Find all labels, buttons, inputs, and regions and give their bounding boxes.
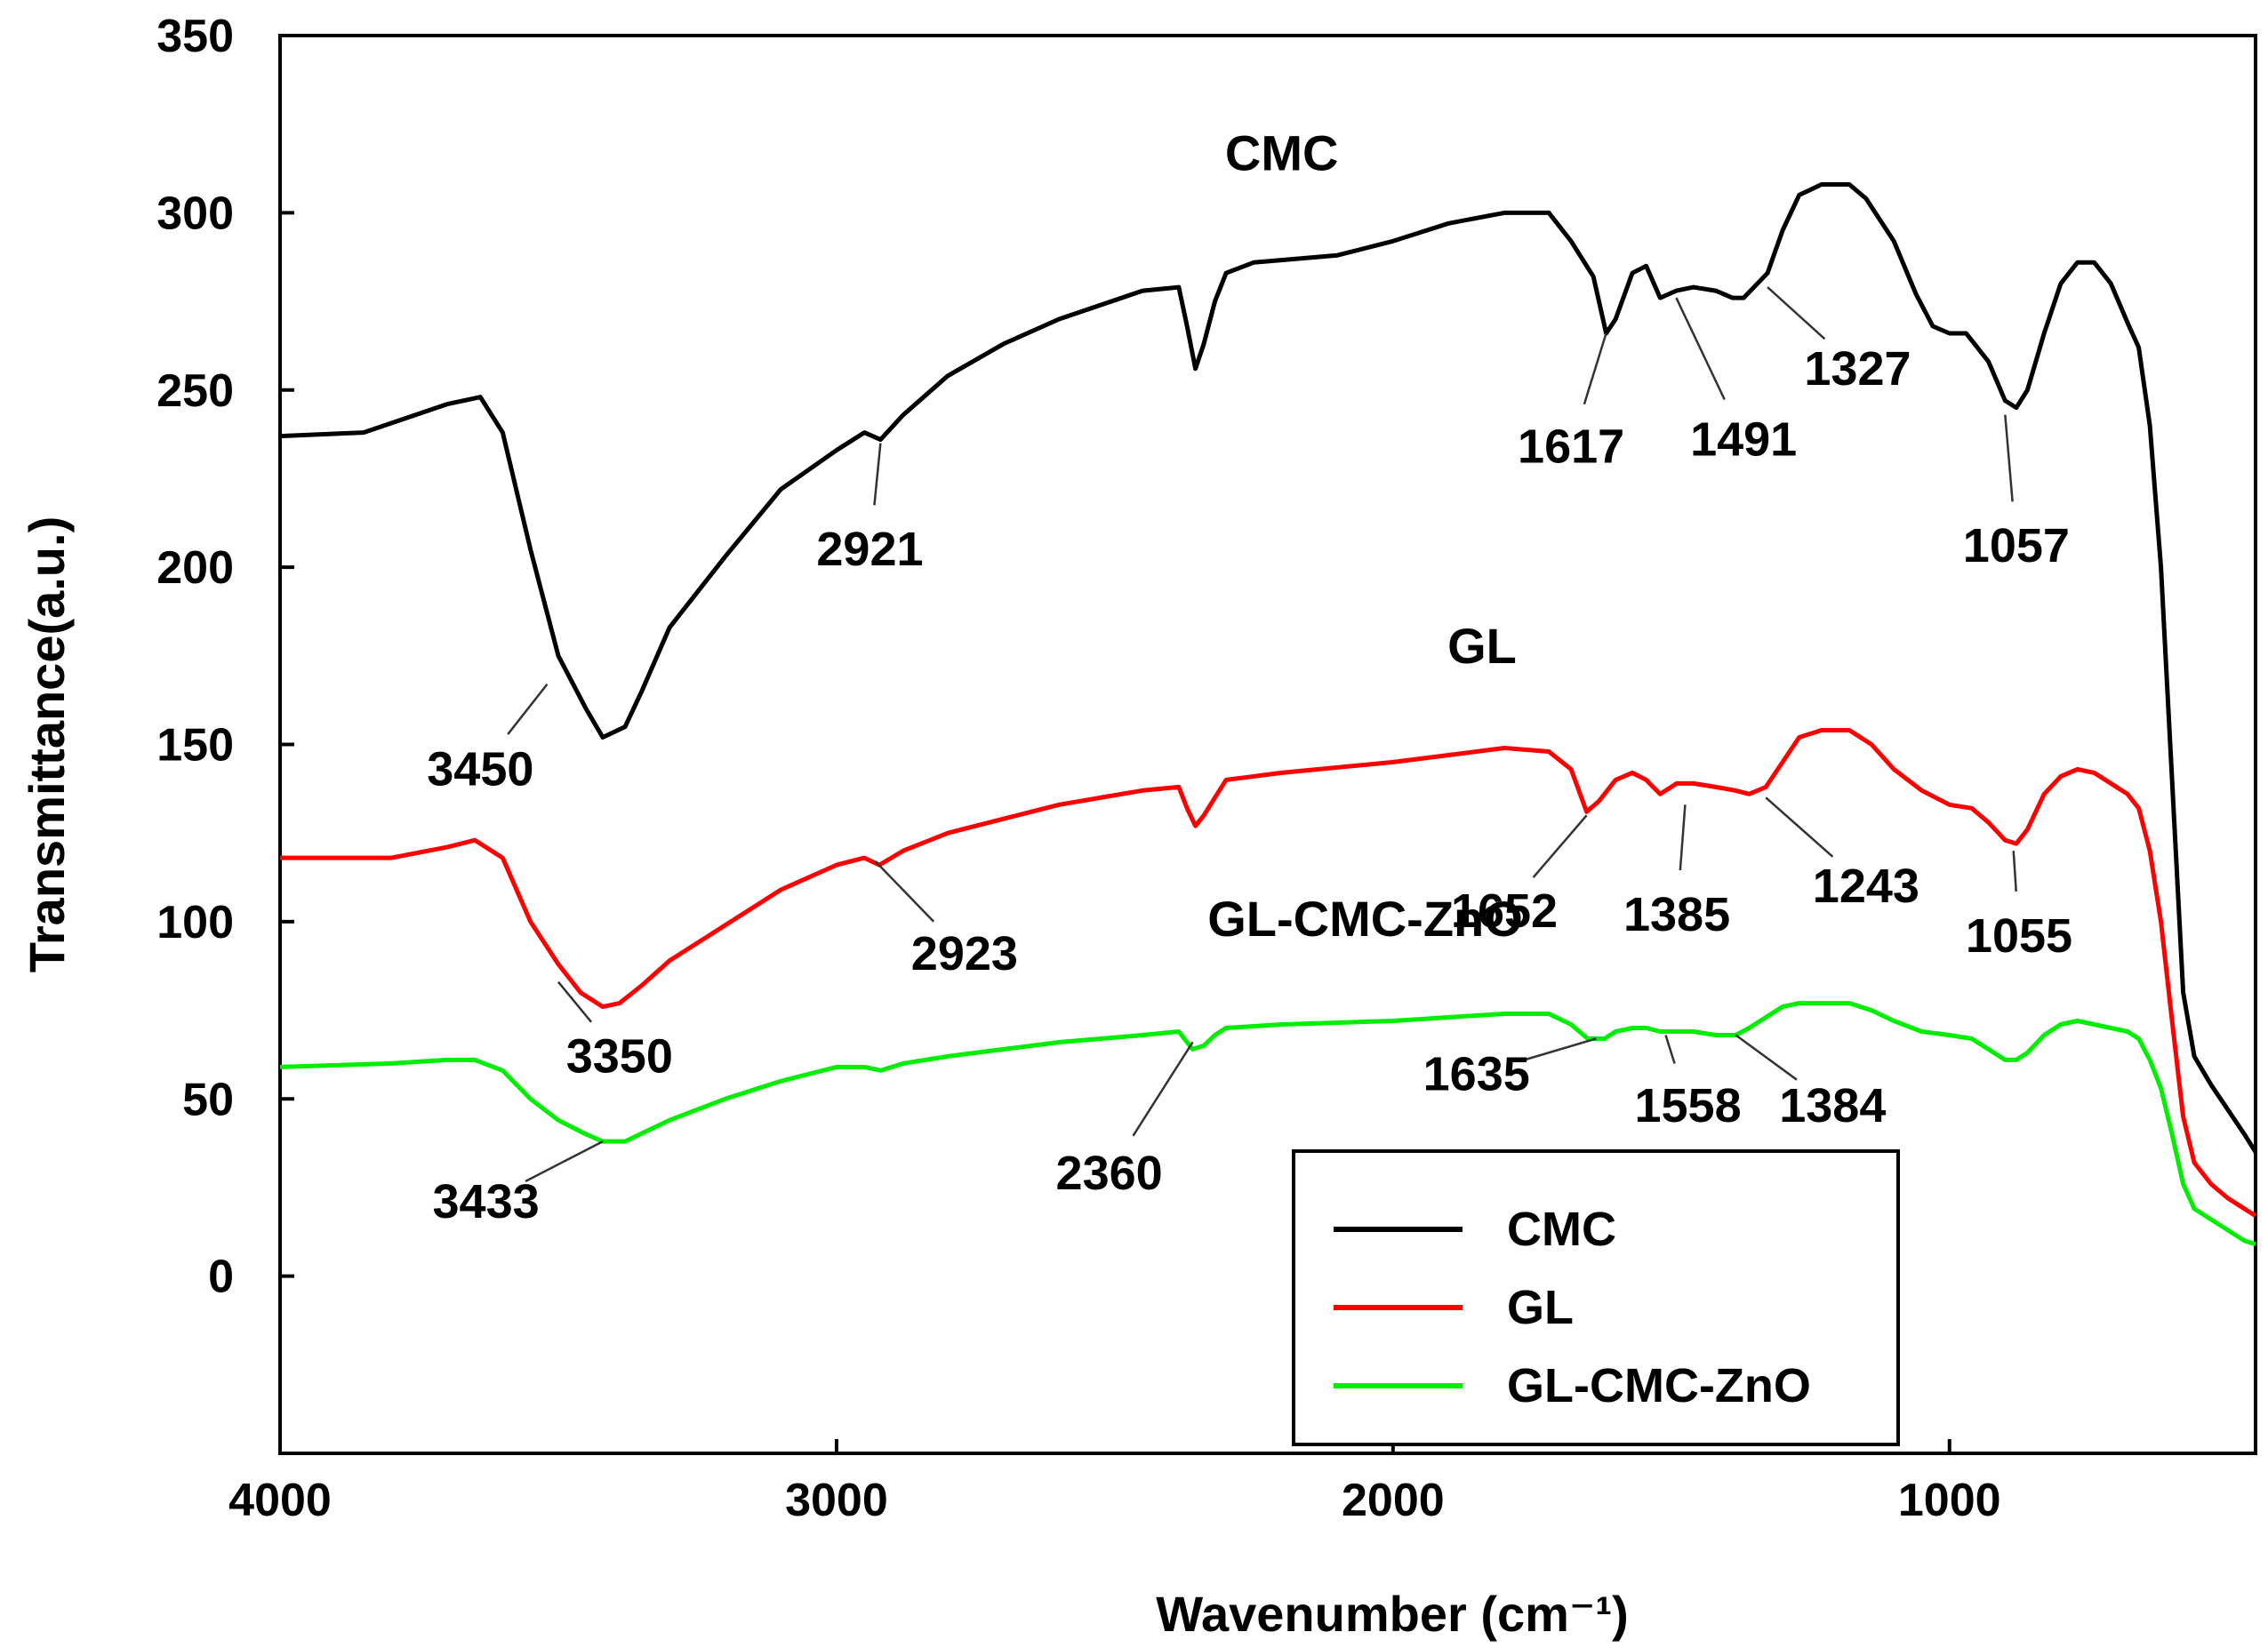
peak-leader-line (1664, 1035, 1676, 1064)
peak-leader-line (1735, 1034, 1798, 1081)
y-tick-label: 100 (156, 897, 234, 948)
x-tick-label: 2000 (1342, 1475, 1445, 1526)
legend-label: CMC (1507, 1203, 1616, 1256)
legend-label: GL (1507, 1281, 1574, 1334)
series-text-label: GL (1447, 618, 1517, 674)
series-line-cmc (279, 182, 2258, 1154)
y-tick-label: 300 (156, 188, 234, 239)
legend: CMC GL GL-CMC-ZnO (1292, 1149, 1900, 1446)
series-text-label: CMC (1225, 125, 1339, 181)
peak-leader-line (1519, 1037, 1597, 1063)
peak-label: 2360 (1056, 1147, 1163, 1200)
y-tick-label: 200 (156, 542, 234, 594)
peak-leader-line (525, 1140, 604, 1183)
peak-leader-line (1679, 804, 1687, 871)
peak-leader-line (1765, 796, 1834, 858)
peak-leader-line (1532, 814, 1588, 878)
peak-leader-line (2012, 851, 2017, 892)
y-tick-label: 50 (182, 1074, 234, 1125)
peak-leader-line (1767, 286, 1826, 340)
series-text-label: GL-CMC-ZnO (1207, 891, 1523, 947)
peak-leader-line (873, 443, 882, 506)
peak-label: 1057 (1963, 519, 2070, 572)
peak-label: 1055 (1966, 909, 2072, 963)
series-line-gl-cmc-zno (279, 1001, 2256, 1247)
y-tick-label: 150 (156, 720, 234, 772)
peak-label: 3350 (566, 1029, 673, 1083)
peak-leader-line (2004, 414, 2014, 502)
peak-label: 1385 (1623, 888, 1730, 941)
peak-label: 1327 (1804, 342, 1911, 396)
peak-label: 2921 (816, 523, 923, 576)
x-tick-label: 3000 (785, 1475, 888, 1526)
x-tick-label: 4000 (228, 1475, 332, 1526)
peak-label: 1491 (1690, 413, 1797, 467)
series-layer (279, 182, 2258, 1247)
peak-label: 3433 (433, 1175, 540, 1228)
peak-leader-line (507, 683, 549, 735)
y-tick-label: 0 (208, 1252, 234, 1303)
peak-label: 1243 (1813, 860, 1919, 913)
peak-leader-line (1675, 297, 1726, 400)
y-axis-title: Transmittance(a.u.) (19, 516, 75, 972)
peak-leader-line (1583, 332, 1607, 405)
peak-label: 1652 (1451, 884, 1558, 938)
series-label-layer: CMC GL GL-CMC-ZnO (1207, 125, 1523, 947)
peak-label: 1617 (1518, 420, 1624, 474)
plot-frame (278, 34, 2257, 1455)
peak-leader-line (1132, 1041, 1194, 1137)
x-axis-title: Wavenumber (cm⁻¹) (1156, 1586, 1629, 1642)
peak-leader-line (874, 860, 935, 923)
peak-leader-line (557, 980, 593, 1023)
legend-label: GL-CMC-ZnO (1507, 1359, 1811, 1412)
axes: 0 50 100 150 200 250 300 350 4000 3000 2000 1000 (156, 11, 2257, 1526)
y-tick-label: 350 (156, 11, 234, 62)
peak-label: 2923 (911, 927, 1018, 980)
legend-box (1292, 1149, 1900, 1446)
peak-label: 1635 (1423, 1047, 1530, 1100)
peak-label: 1558 (1634, 1079, 1741, 1132)
x-tick-label: 1000 (1898, 1475, 2001, 1526)
y-tick-label: 250 (156, 365, 234, 417)
peak-label: 3450 (427, 742, 533, 796)
peak-label: 1384 (1779, 1079, 1886, 1132)
series-line-gl (280, 728, 2257, 1218)
